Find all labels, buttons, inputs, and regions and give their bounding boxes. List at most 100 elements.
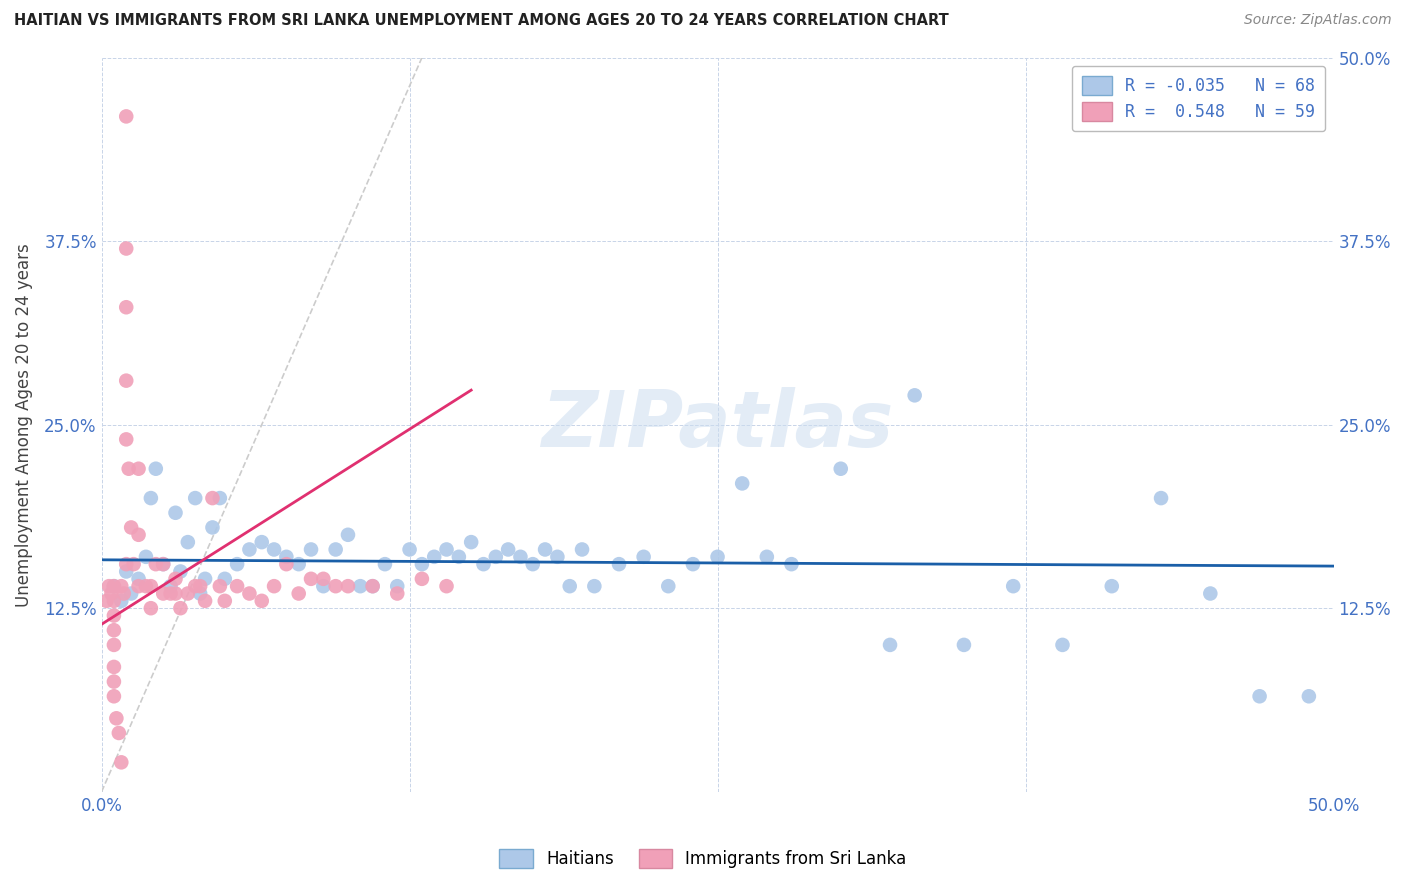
Point [194, 572, 217, 586]
Point [1002, 579, 1025, 593]
Point [238, 586, 260, 600]
Point [706, 549, 728, 564]
Point [103, 690, 125, 704]
Point [387, 579, 409, 593]
Point [879, 638, 901, 652]
Point [325, 579, 347, 593]
Point [110, 594, 132, 608]
Point [96, 594, 118, 608]
Point [312, 579, 335, 593]
Legend: R = -0.035   N = 68, R =  0.548   N = 59: R = -0.035 N = 68, R = 0.548 N = 59 [1071, 66, 1326, 131]
Point [496, 542, 519, 557]
Point [755, 549, 778, 564]
Point [145, 461, 167, 475]
Point [165, 572, 187, 586]
Point [115, 433, 138, 447]
Point [100, 586, 122, 600]
Point [145, 557, 167, 571]
Point [472, 557, 495, 571]
Point [115, 565, 138, 579]
Point [558, 579, 581, 593]
Point [115, 374, 138, 388]
Point [682, 557, 704, 571]
Point [287, 557, 309, 571]
Point [115, 557, 138, 571]
Point [169, 601, 191, 615]
Point [103, 579, 125, 593]
Point [607, 557, 630, 571]
Point [226, 557, 249, 571]
Y-axis label: Unemployment Among Ages 20 to 24 years: Unemployment Among Ages 20 to 24 years [15, 243, 32, 607]
Point [110, 579, 132, 593]
Point [128, 461, 150, 475]
Point [657, 579, 679, 593]
Point [128, 572, 150, 586]
Point [312, 572, 335, 586]
Point [780, 557, 803, 571]
Point [152, 557, 174, 571]
Point [546, 549, 568, 564]
Point [115, 109, 138, 123]
Point [201, 520, 224, 534]
Point [103, 594, 125, 608]
Point [128, 579, 150, 593]
Point [361, 579, 384, 593]
Point [325, 542, 347, 557]
Point [135, 579, 157, 593]
Point [263, 579, 285, 593]
Point [509, 549, 531, 564]
Point [336, 579, 359, 593]
Point [177, 586, 200, 600]
Point [276, 549, 298, 564]
Point [904, 388, 927, 402]
Point [214, 572, 236, 586]
Point [361, 579, 384, 593]
Point [177, 535, 200, 549]
Point [103, 624, 125, 638]
Point [115, 300, 138, 314]
Point [1199, 586, 1222, 600]
Point [398, 542, 420, 557]
Point [250, 594, 273, 608]
Point [110, 756, 132, 770]
Point [169, 565, 191, 579]
Point [1052, 638, 1074, 652]
Point [522, 557, 544, 571]
Point [214, 594, 236, 608]
Point [953, 638, 976, 652]
Point [633, 549, 655, 564]
Point [194, 594, 217, 608]
Point [830, 461, 852, 475]
Point [387, 586, 409, 600]
Point [485, 549, 508, 564]
Point [299, 542, 322, 557]
Point [411, 557, 433, 571]
Point [139, 601, 162, 615]
Point [226, 579, 249, 593]
Point [1298, 690, 1320, 704]
Point [139, 579, 162, 593]
Point [276, 557, 298, 571]
Point [436, 579, 458, 593]
Point [120, 586, 142, 600]
Point [238, 542, 260, 557]
Point [436, 542, 458, 557]
Point [112, 586, 135, 600]
Point [731, 476, 754, 491]
Point [423, 549, 446, 564]
Point [165, 586, 187, 600]
Point [103, 660, 125, 674]
Point [1150, 491, 1173, 505]
Point [188, 586, 211, 600]
Point [201, 491, 224, 505]
Point [115, 242, 138, 256]
Point [411, 572, 433, 586]
Legend: Haitians, Immigrants from Sri Lanka: Haitians, Immigrants from Sri Lanka [492, 842, 914, 875]
Point [122, 557, 145, 571]
Point [447, 549, 470, 564]
Point [103, 608, 125, 623]
Point [152, 557, 174, 571]
Point [336, 528, 359, 542]
Point [165, 506, 187, 520]
Point [108, 726, 131, 740]
